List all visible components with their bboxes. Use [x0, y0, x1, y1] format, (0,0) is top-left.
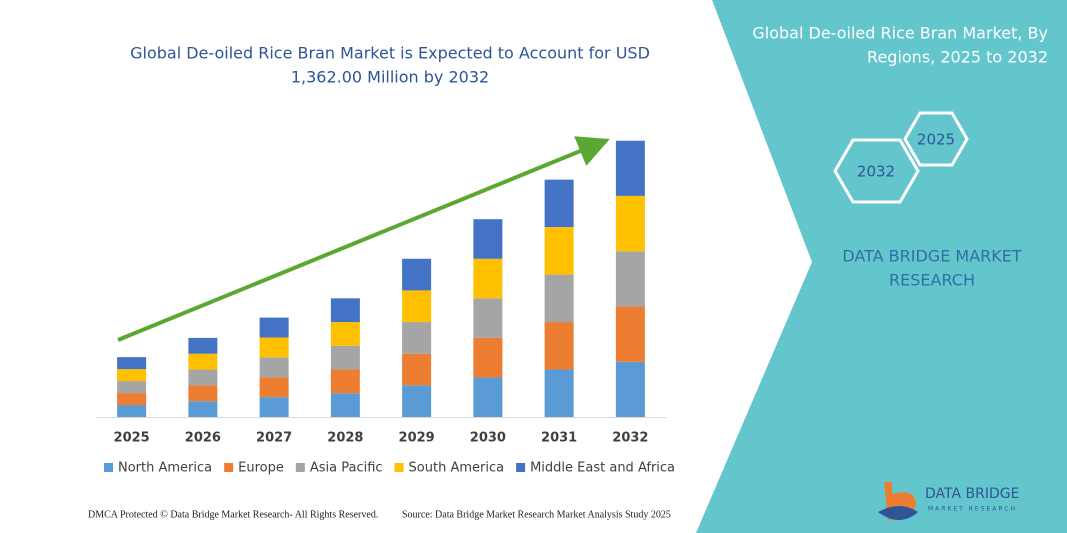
bar-segment [402, 290, 432, 323]
panel-title: Regions, 2025 to 2032 [867, 48, 1048, 67]
bar-segment [544, 227, 574, 275]
bar-segment [402, 353, 432, 386]
bar-segment [188, 385, 218, 402]
x-tick-label: 2026 [185, 431, 221, 446]
bar-segment [117, 381, 147, 394]
bar-segment [117, 393, 147, 406]
bar-segment [330, 345, 360, 370]
x-tick-label: 2030 [470, 431, 506, 446]
bar-segment [615, 306, 645, 362]
bar-segment [330, 369, 360, 394]
bar-segment [188, 369, 218, 386]
bar-segment [188, 401, 218, 417]
bar-segment [259, 337, 289, 358]
bar-segment [330, 393, 360, 417]
bar-segment [544, 179, 574, 228]
bar-segment [188, 353, 218, 370]
x-tick-label: 2027 [256, 431, 292, 446]
plot: 2025 2026 2027 2028 2029 2030 2031 2032 North Am… [104, 140, 675, 476]
bar-segment [544, 369, 574, 417]
legend-label: Middle East and Africa [530, 461, 675, 476]
legend-swatch [394, 463, 404, 472]
bar-segment [117, 369, 147, 382]
x-tick-label: 2029 [399, 431, 435, 446]
bar-segment [330, 322, 360, 346]
brand-text: RESEARCH [889, 271, 975, 290]
legend-swatch [295, 463, 305, 472]
bar-segment [402, 385, 432, 417]
x-tick-label: 2025 [114, 431, 150, 446]
bar-segment [473, 377, 503, 417]
bar-segment [402, 322, 432, 354]
bar-segment [188, 337, 218, 354]
bar-segment [615, 251, 645, 307]
chart-title: Global De-oiled Rice Bran Market is Expe… [130, 44, 650, 63]
panel-title: Global De-oiled Rice Bran Market, By [752, 24, 1048, 43]
hexagon-label: 2025 [917, 131, 955, 149]
bar-segment [615, 140, 645, 196]
brand-text: DATA BRIDGE MARKET [842, 247, 1022, 266]
bar-segment [117, 405, 147, 417]
hexagon [903, 111, 969, 167]
bar-segment [117, 357, 147, 370]
legend-label: Europe [238, 461, 284, 476]
bar-segment [473, 298, 503, 338]
footer-right: Source: Data Bridge Market Research Mark… [402, 509, 671, 520]
legend-label: South America [409, 461, 505, 476]
bar-segment [615, 361, 645, 417]
bar-segment [473, 337, 503, 378]
bar-segment [402, 258, 432, 291]
bar-segment [544, 274, 574, 323]
x-tick-label: 2028 [327, 431, 363, 446]
chart-title: 1,362.00 Million by 2032 [291, 68, 489, 87]
hexagon-label: 2032 [857, 163, 895, 181]
logo: DATA BRIDGE MARKET RESEARCH [878, 482, 1019, 520]
bar-segment [259, 377, 289, 398]
bar-segment [259, 357, 289, 378]
bar-segment [259, 317, 289, 338]
legend-label: Asia Pacific [310, 461, 383, 476]
bar-segment [544, 322, 574, 370]
logo-name: DATA BRIDGE [925, 486, 1019, 502]
bar-segment [259, 397, 289, 417]
bar-segment [473, 258, 503, 299]
legend-label: North America [118, 461, 212, 476]
legend-swatch [104, 463, 113, 472]
legend-swatch [224, 463, 234, 472]
logo-mark [878, 506, 918, 520]
legend-swatch [516, 463, 526, 472]
trend-arrow [117, 136, 610, 342]
bar-segment [473, 219, 503, 259]
x-tick-label: 2031 [541, 431, 577, 446]
x-tick-label: 2032 [612, 431, 648, 446]
logo-tagline: MARKET RESEARCH [928, 506, 1017, 513]
bar-segment [615, 195, 645, 252]
hexagon [833, 138, 920, 204]
footer-left: DMCA Protected © Data Bridge Market Rese… [88, 509, 378, 520]
bar-segment [330, 298, 360, 323]
side-panel [696, 0, 1067, 533]
